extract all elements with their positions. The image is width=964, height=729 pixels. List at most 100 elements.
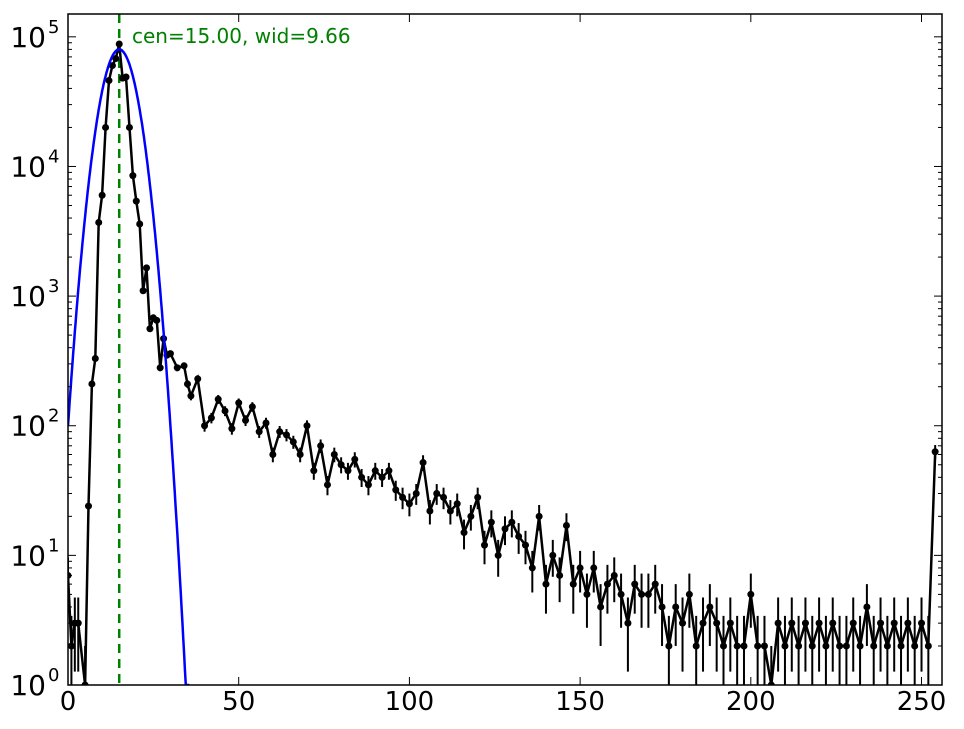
data-point	[276, 428, 284, 436]
plot-frame	[67, 13, 943, 686]
y-tick-exponent: 1	[48, 535, 59, 556]
data-point	[102, 123, 110, 131]
data-point	[173, 364, 181, 372]
data-point	[440, 493, 448, 501]
data-point	[583, 590, 591, 598]
data-point	[535, 512, 543, 520]
data-point	[136, 220, 144, 228]
data-point	[781, 642, 789, 650]
fit-curve	[68, 48, 190, 685]
data-point	[883, 642, 891, 650]
data-point	[122, 73, 130, 81]
data-point	[453, 500, 461, 508]
y-tick-label: 10	[10, 410, 46, 443]
data-point	[904, 619, 912, 627]
data-point	[692, 642, 700, 650]
data-point	[542, 580, 550, 588]
data-point	[481, 541, 489, 549]
data-point	[815, 619, 823, 627]
data-point	[221, 407, 229, 415]
x-tick-label: 50	[222, 687, 255, 717]
data-point	[88, 380, 96, 388]
data-point	[139, 287, 147, 295]
data-point	[849, 619, 857, 627]
data-point	[310, 467, 318, 475]
data-point	[726, 619, 734, 627]
data-point	[672, 603, 680, 611]
data-point	[501, 525, 509, 533]
data-point	[91, 355, 99, 363]
data-point	[371, 467, 379, 475]
data-point	[194, 375, 202, 383]
data-point	[207, 414, 215, 422]
data-point	[474, 493, 482, 501]
data-point	[143, 264, 151, 272]
data-point	[95, 218, 103, 226]
data-point	[187, 392, 195, 400]
data-point	[358, 473, 366, 481]
fit-annotation: cen=15.00, wid=9.66	[132, 24, 351, 48]
x-tick-label: 200	[726, 687, 776, 717]
y-tick-exponent: 4	[48, 146, 59, 167]
data-point	[115, 40, 123, 48]
data-point	[419, 459, 427, 467]
plot-marks	[68, 14, 939, 685]
data-point	[337, 461, 345, 469]
data-point	[556, 571, 564, 579]
data-point	[617, 590, 625, 598]
data-point	[112, 55, 120, 63]
data-point	[924, 642, 932, 650]
x-tick-label: 150	[555, 687, 605, 717]
data-point	[385, 467, 393, 475]
data-point	[829, 619, 837, 627]
data-point	[842, 642, 850, 650]
data-point	[801, 619, 809, 627]
data-point	[713, 619, 721, 627]
data-point	[590, 564, 598, 572]
data-point	[549, 551, 557, 559]
data-point	[98, 191, 106, 199]
data-point	[836, 642, 844, 650]
data-point	[84, 502, 92, 510]
data-point	[767, 681, 775, 685]
data-point	[774, 619, 782, 627]
data-point	[658, 603, 666, 611]
x-tick-label: 0	[60, 687, 77, 717]
data-point	[467, 512, 475, 520]
y-tick-label: 10	[10, 150, 46, 183]
data-point	[569, 580, 577, 588]
data-point	[631, 580, 639, 588]
data-point	[487, 518, 495, 526]
x-tick-label: 250	[897, 687, 947, 717]
data-point	[460, 529, 468, 537]
data-point	[720, 642, 727, 650]
data-point	[364, 481, 372, 489]
data-point	[890, 619, 898, 627]
data-point	[911, 642, 919, 650]
data-point	[242, 416, 250, 424]
data-point	[153, 316, 161, 324]
data-point	[562, 521, 570, 529]
data-point	[863, 603, 871, 611]
data-point	[795, 642, 803, 650]
data-point	[706, 603, 714, 611]
data-point	[214, 395, 222, 403]
data-point	[446, 507, 454, 515]
data-point	[248, 403, 256, 411]
y-tick-label: 10	[10, 21, 46, 54]
data-point	[296, 450, 304, 458]
data-point	[754, 642, 762, 650]
data-point	[303, 422, 311, 430]
data-point	[679, 619, 687, 627]
data-point	[788, 619, 796, 627]
data-point	[399, 493, 407, 501]
data-point	[644, 590, 652, 598]
data-point	[180, 362, 188, 370]
data-point	[105, 77, 113, 85]
data-point	[603, 580, 611, 588]
data-point	[733, 642, 741, 650]
data-point	[508, 518, 516, 526]
data-point	[289, 438, 297, 446]
data-point	[638, 590, 646, 598]
